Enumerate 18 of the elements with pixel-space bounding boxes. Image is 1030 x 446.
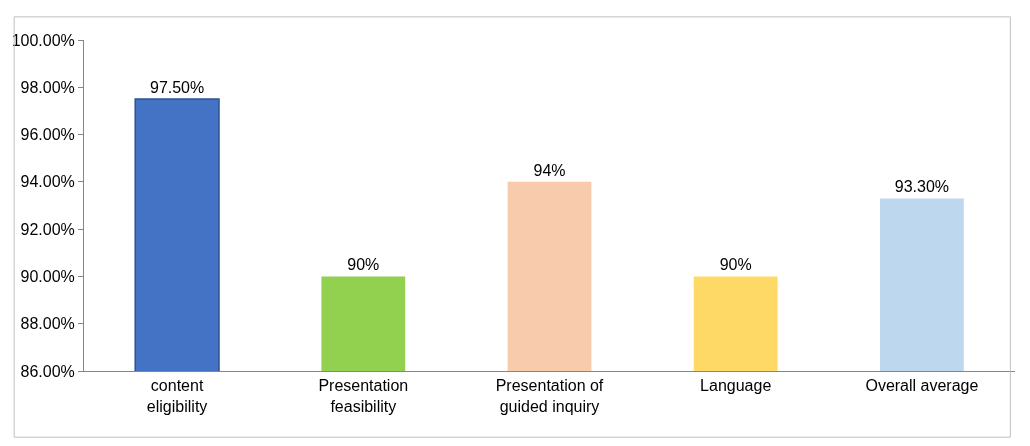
y-tick-label: 96.00%	[20, 126, 75, 144]
x-tick-label: Language	[700, 377, 772, 395]
data-label: 97.50%	[149, 79, 205, 97]
x-tick-label: Presentation of guided inquiry	[495, 377, 604, 415]
y-tick-label: 100.00%	[11, 31, 75, 49]
y-tick-label: 94.00%	[20, 173, 75, 191]
x-tick-label: Overall average	[865, 377, 979, 395]
data-label: 94%	[533, 161, 566, 179]
y-tick-label: 98.00%	[20, 78, 75, 96]
data-label: 90%	[347, 256, 380, 274]
data-label: 93.30%	[894, 178, 950, 196]
y-tick-label: 92.00%	[20, 220, 75, 238]
y-tick-label: 90.00%	[20, 268, 75, 286]
y-tick-label: 88.00%	[20, 315, 75, 333]
data-label: 90%	[719, 256, 752, 274]
x-tick-label: content eligibility	[146, 377, 208, 415]
y-tick-label: 86.00%	[20, 362, 75, 380]
x-tick-label: Presentation feasibility	[318, 377, 409, 415]
